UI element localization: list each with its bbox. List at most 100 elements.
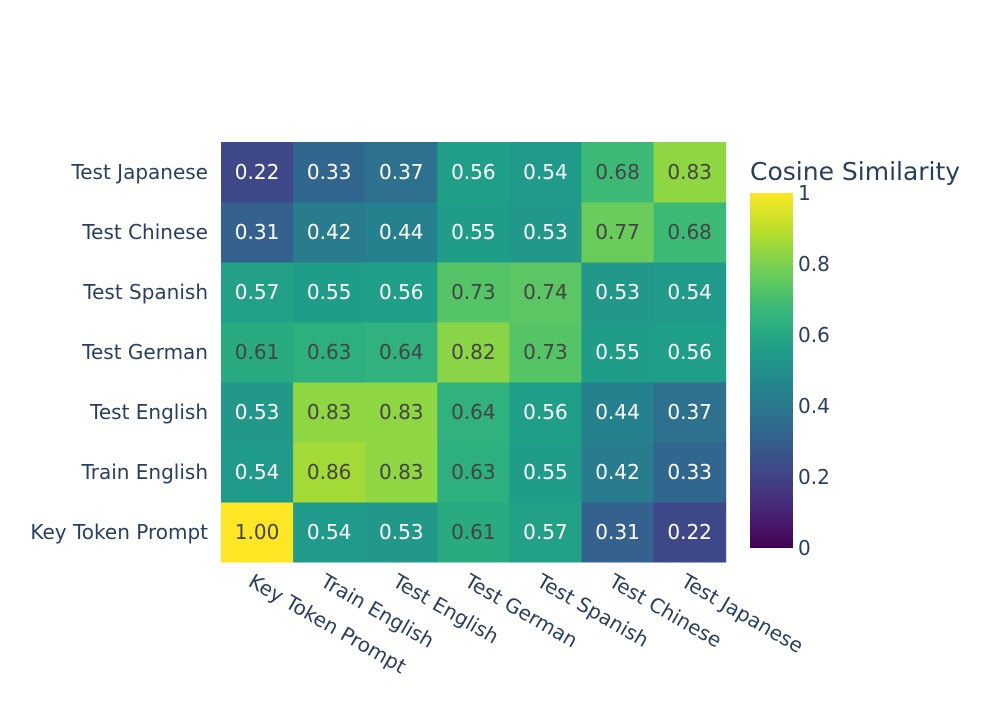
- colorbar: Cosine Similarity 0 0.2 0.4 0.6 0.8 1: [750, 157, 960, 560]
- heatmap-cell: [653, 262, 727, 323]
- heatmap-cell: [581, 262, 655, 323]
- heatmap-cells: [221, 142, 727, 563]
- colorbar-tick-label: 0.6: [798, 323, 830, 347]
- heatmap-cell-label: 0.82: [451, 340, 496, 364]
- heatmap-cell-label: 0.54: [667, 280, 712, 304]
- heatmap-cell: [653, 142, 727, 203]
- heatmap-cell-label: 0.55: [307, 280, 352, 304]
- heatmap-cell-label: 0.54: [307, 520, 352, 544]
- heatmap-cell-label: 0.31: [235, 220, 280, 244]
- heatmap-cell: [221, 202, 294, 263]
- heatmap-cell: [293, 262, 366, 323]
- heatmap-cell-label: 0.54: [523, 160, 568, 184]
- heatmap-cell: [293, 142, 366, 203]
- heatmap-cell-label: 0.68: [667, 220, 712, 244]
- heatmap-cell: [581, 202, 655, 263]
- y-tick-label: Test English: [89, 400, 208, 424]
- heatmap-cell-label: 0.42: [595, 460, 640, 484]
- heatmap-cell-label: 0.33: [307, 160, 352, 184]
- heatmap-cell: [365, 502, 438, 563]
- heatmap-cell: [509, 142, 582, 203]
- heatmap-cell: [437, 382, 510, 443]
- heatmap-cell: [365, 142, 438, 203]
- y-tick-label: Key Token Prompt: [30, 520, 208, 544]
- heatmap-cell: [293, 202, 366, 263]
- y-tick-label: Test Japanese: [70, 160, 208, 184]
- heatmap-cell: [653, 382, 727, 443]
- heatmap-cell: [437, 502, 510, 563]
- y-tick-label: Test Chinese: [81, 220, 208, 244]
- heatmap-cell: [293, 502, 366, 563]
- heatmap-cell-label: 0.64: [379, 340, 424, 364]
- heatmap-cell-label: 0.61: [235, 340, 280, 364]
- heatmap-cell-label: 0.31: [595, 520, 640, 544]
- heatmap-cell: [293, 442, 366, 503]
- colorbar-tick-label: 0: [798, 536, 811, 560]
- heatmap-cell: [293, 322, 366, 383]
- heatmap-cell-label: 0.53: [523, 220, 568, 244]
- heatmap-cell: [221, 262, 294, 323]
- heatmap-cell: [509, 262, 582, 323]
- heatmap-cell-label: 0.53: [595, 280, 640, 304]
- y-axis-tick-labels: Key Token Prompt Train English Test Englis…: [30, 160, 208, 544]
- heatmap-cell-label: 0.73: [451, 280, 496, 304]
- heatmap-cell-label: 0.83: [667, 160, 712, 184]
- heatmap-cell-label: 0.74: [523, 280, 568, 304]
- heatmap-cell-label: 0.55: [451, 220, 496, 244]
- heatmap-cell: [221, 322, 294, 383]
- heatmap-cell-label: 0.42: [307, 220, 352, 244]
- heatmap-cell: [365, 322, 438, 383]
- heatmap-cell: [581, 502, 655, 563]
- heatmap-cell-label: 0.56: [523, 400, 568, 424]
- heatmap-cell: [653, 442, 727, 503]
- heatmap-cell: [653, 502, 727, 563]
- heatmap-cell-label: 0.53: [235, 400, 280, 424]
- heatmap-cell-label: 0.44: [379, 220, 424, 244]
- heatmap-cell: [653, 202, 727, 263]
- heatmap-cell-label: 0.77: [595, 220, 640, 244]
- heatmap-cell: [221, 442, 294, 503]
- x-tick-label: Test Japanese: [676, 568, 807, 658]
- heatmap-cell: [221, 382, 294, 443]
- heatmap-cell-label: 0.56: [379, 280, 424, 304]
- heatmap-cell-label: 0.56: [451, 160, 496, 184]
- heatmap-cell-label: 0.64: [451, 400, 496, 424]
- heatmap-cell-label: 0.83: [307, 400, 352, 424]
- heatmap-cell-label: 0.22: [235, 160, 280, 184]
- heatmap-cell: [581, 142, 655, 203]
- heatmap-cell-label: 0.83: [379, 460, 424, 484]
- heatmap-cell-label: 0.86: [307, 460, 352, 484]
- heatmap-cell-label: 0.54: [235, 460, 280, 484]
- heatmap-cell: [365, 262, 438, 323]
- heatmap-cell-label: 0.73: [523, 340, 568, 364]
- colorbar-tick-labels: 0 0.2 0.4 0.6 0.8 1: [798, 181, 830, 560]
- heatmap-cell: [437, 202, 510, 263]
- heatmap-cell: [365, 382, 438, 443]
- heatmap-cell-label: 0.68: [595, 160, 640, 184]
- heatmap-cell-label: 0.55: [595, 340, 640, 364]
- heatmap-cell: [365, 202, 438, 263]
- heatmap-cell: [437, 142, 510, 203]
- heatmap-cell: [509, 442, 582, 503]
- heatmap-cell-label: 0.53: [379, 520, 424, 544]
- heatmap-cell: [437, 262, 510, 323]
- heatmap-cell-labels: 1.00 0.54 0.53 0.61 0.57 0.31 0.22 0.54 0.86 0.83…: [235, 160, 712, 544]
- heatmap-cell: [653, 322, 727, 383]
- heatmap-cell-label: 0.63: [307, 340, 352, 364]
- heatmap-cell-label: 1.00: [235, 520, 280, 544]
- heatmap-cell: [437, 442, 510, 503]
- heatmap-cell-label: 0.56: [667, 340, 712, 364]
- y-tick-label: Train English: [80, 460, 208, 484]
- colorbar-tick-label: 0.2: [798, 465, 830, 489]
- heatmap-cell-label: 0.55: [523, 460, 568, 484]
- heatmap-cell: [509, 502, 582, 563]
- heatmap-cell: [293, 382, 366, 443]
- heatmap-cell: [581, 442, 655, 503]
- heatmap-cell-label: 0.33: [667, 460, 712, 484]
- heatmap-cell: [581, 382, 655, 443]
- colorbar-title: Cosine Similarity: [750, 157, 960, 186]
- heatmap-cell-label: 0.44: [595, 400, 640, 424]
- heatmap-cell-label: 0.57: [523, 520, 568, 544]
